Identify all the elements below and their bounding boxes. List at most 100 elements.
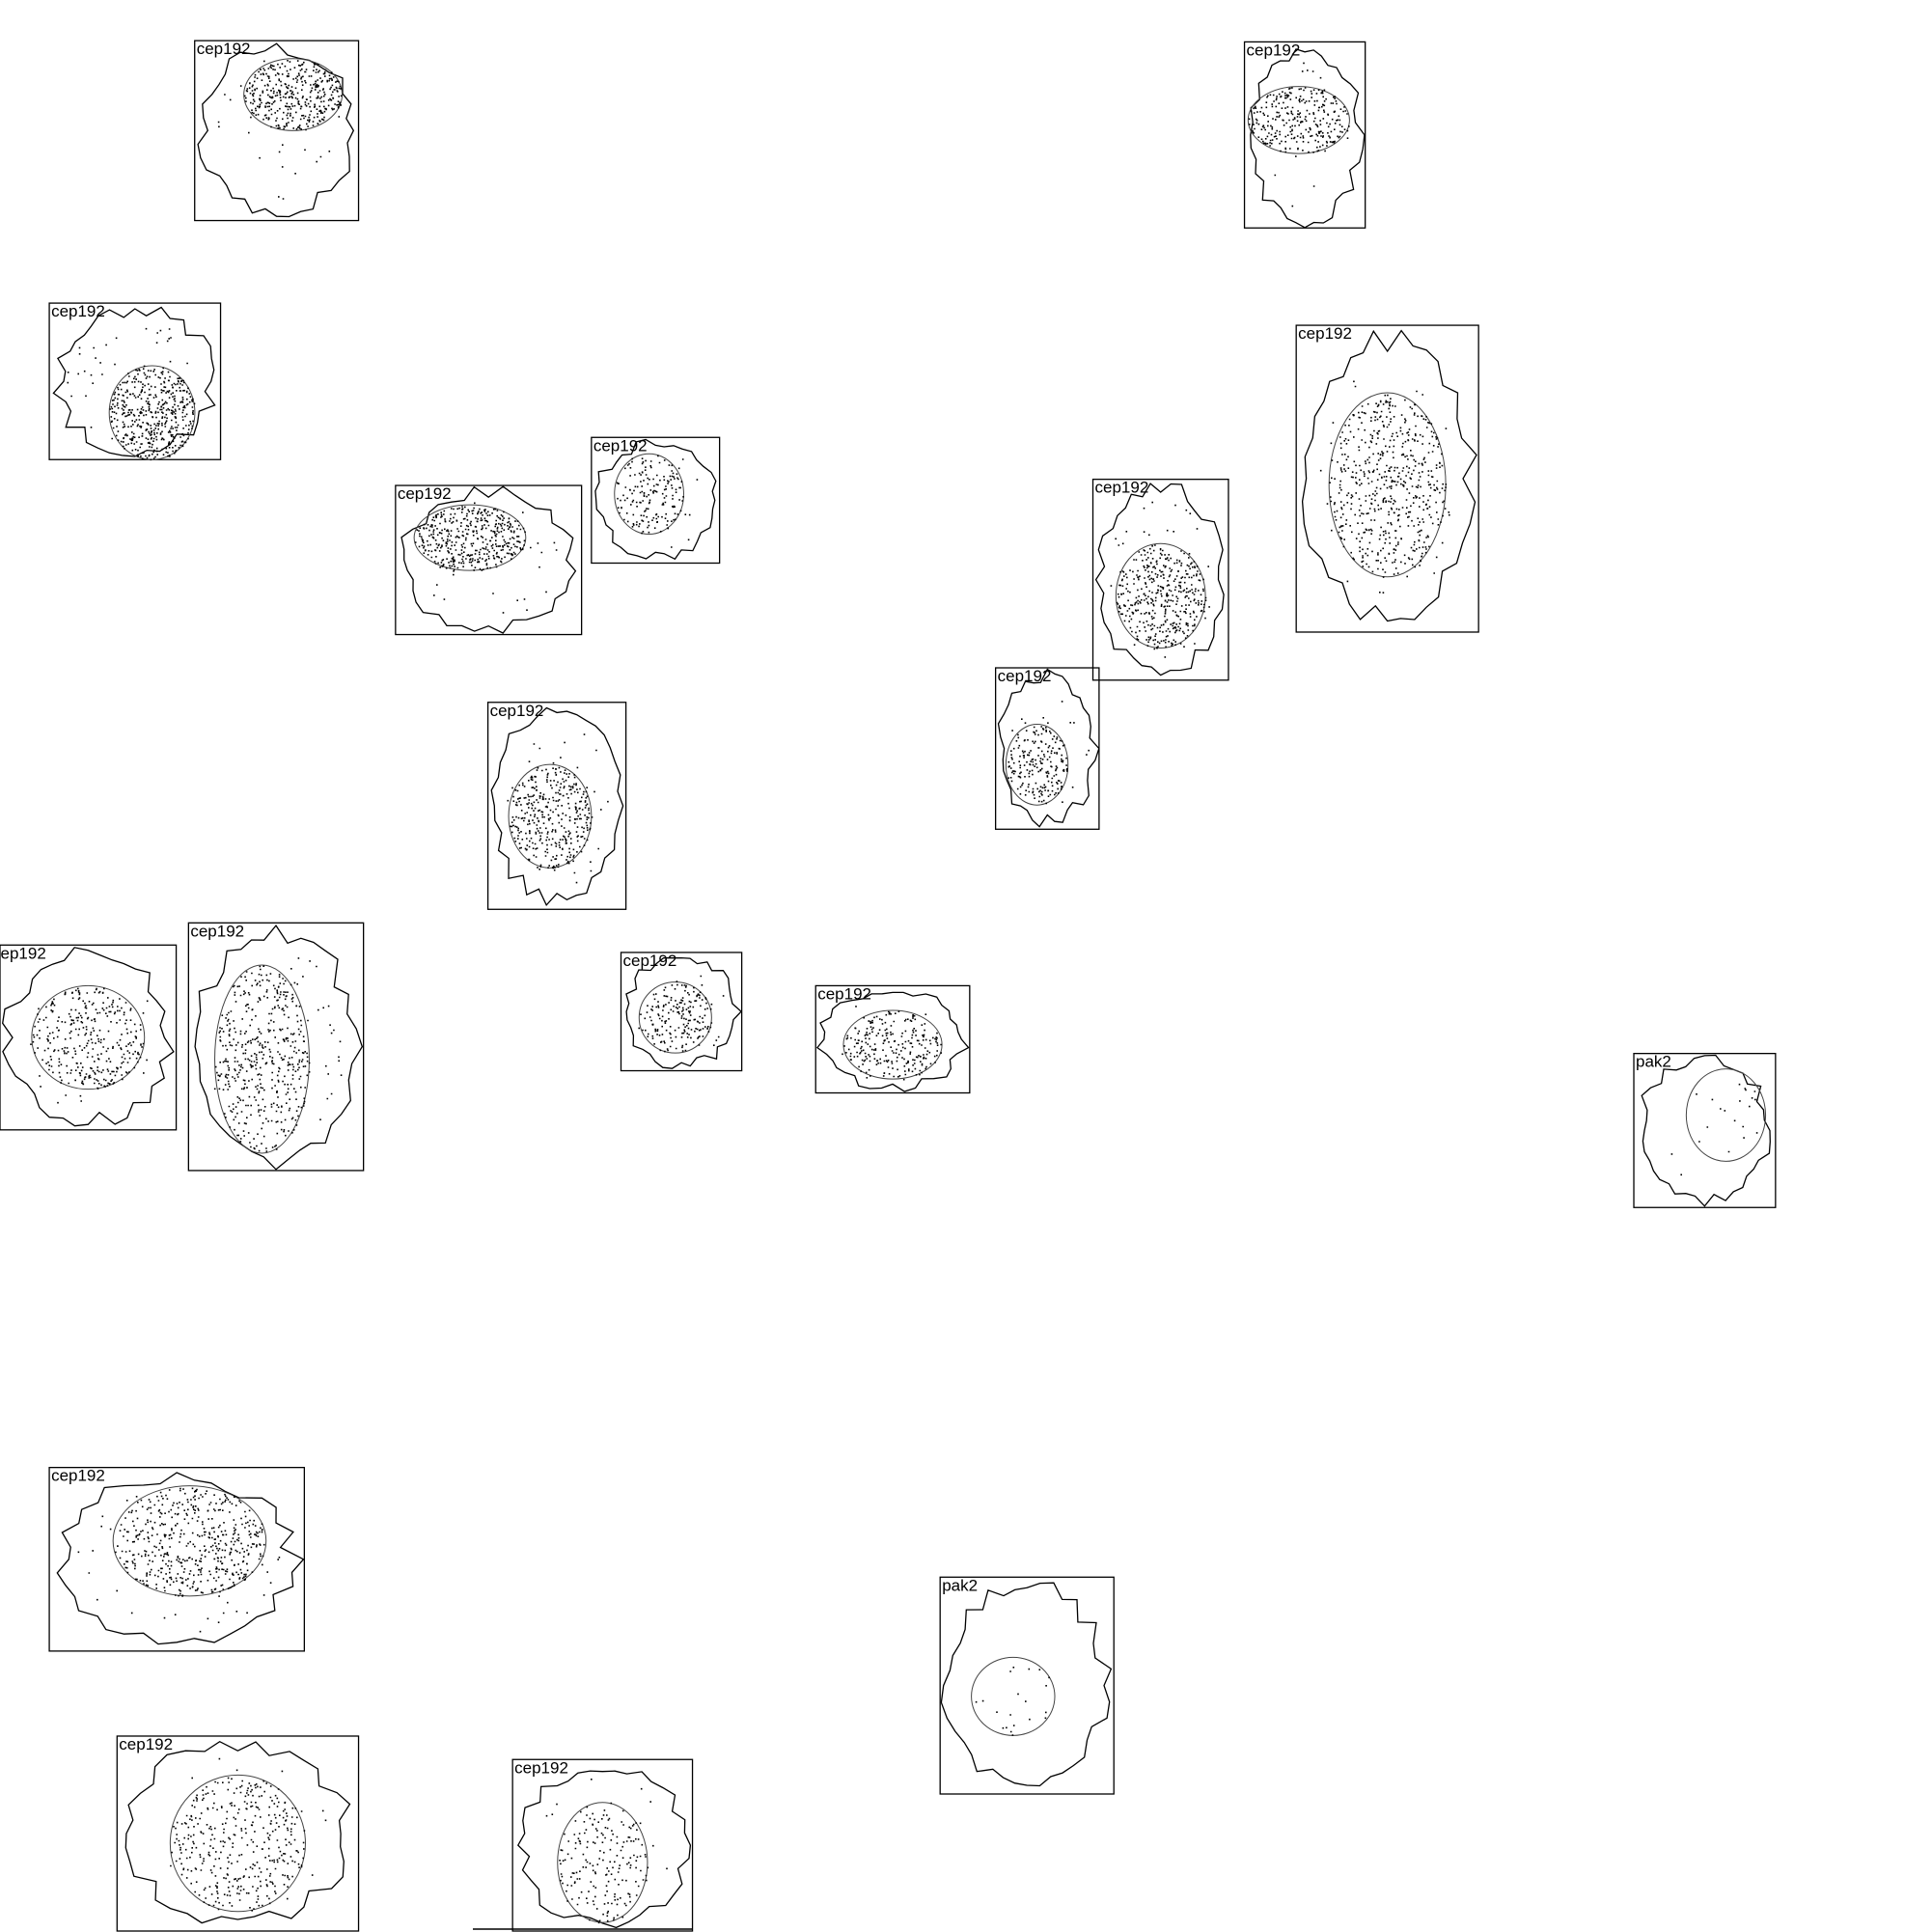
cell-outline: [1301, 329, 1477, 622]
nucleus-outline: [1115, 542, 1206, 649]
spots: [170, 1757, 327, 1912]
cell-panel: cep192: [187, 922, 365, 1172]
cell-outline: [1641, 1054, 1771, 1207]
nucleus-outline: [243, 58, 344, 131]
nucleus-outline: [638, 981, 712, 1054]
panel-box: [1295, 324, 1479, 633]
nucleus-outline: [614, 453, 684, 536]
cell-panel: pak2: [1633, 1053, 1777, 1208]
cell-outline: [194, 925, 364, 1171]
cell-panel: cep192: [620, 952, 743, 1072]
cell-panel: cep192: [395, 484, 583, 636]
spots: [1110, 501, 1210, 658]
panel-box: [194, 40, 360, 222]
nucleus-outline: [508, 763, 593, 869]
nucleus-outline: [557, 1802, 649, 1923]
cell-panel: cep192: [591, 436, 721, 565]
spots: [414, 502, 558, 614]
spots: [77, 1487, 281, 1633]
panel-label: cep192: [998, 667, 1052, 685]
cell-outline: [625, 956, 742, 1069]
panel-box: [591, 436, 721, 565]
panel-box: [1091, 479, 1229, 681]
panel-box: [0, 944, 178, 1131]
panel-box: [511, 1758, 694, 1932]
spots: [1007, 701, 1090, 805]
panel-box: [187, 922, 365, 1172]
cell-outline: [1250, 48, 1366, 229]
cell-outline: [124, 1740, 351, 1924]
cell-panel: pak2: [939, 1576, 1115, 1795]
cell-outline: [490, 706, 624, 907]
nucleus-outline: [112, 1485, 267, 1597]
cell-panel: cep192: [0, 944, 178, 1131]
cell-outline: [400, 485, 577, 634]
cell-outline: [997, 668, 1100, 828]
spots: [975, 1667, 1050, 1736]
panel-label: pak2: [942, 1576, 978, 1594]
panel-label: cep192: [817, 984, 871, 1003]
nucleus-outline: [169, 1774, 306, 1913]
panel-label: cep192: [1247, 41, 1301, 59]
cell-outline: [594, 438, 717, 561]
cell-outline: [197, 42, 355, 218]
nucleus-outline: [1685, 1068, 1767, 1162]
cell-panel: cep192: [814, 984, 971, 1094]
cell-panel: cep192: [194, 40, 360, 222]
spots: [616, 455, 699, 548]
spots: [1670, 1083, 1758, 1176]
cell-outline: [940, 1582, 1113, 1787]
cell-outline: [56, 1472, 305, 1645]
panel-label: cep192: [119, 1735, 173, 1753]
panel-label: cep192: [51, 302, 105, 320]
cell-panel: cep192: [486, 702, 627, 910]
panel-label: cep192: [490, 702, 544, 720]
spots: [67, 327, 196, 461]
cell-outline: [2, 947, 175, 1127]
cell-panel: cep192: [48, 302, 222, 461]
nucleus-outline: [971, 1656, 1056, 1736]
panel-label: cep192: [51, 1467, 105, 1485]
nucleus-outline: [1328, 392, 1447, 578]
panel-box: [48, 302, 222, 460]
panel-label: cep192: [514, 1758, 568, 1777]
nucleus-outline: [31, 984, 146, 1090]
nucleus-outline: [1005, 724, 1069, 806]
cell-panel: cep192: [48, 1467, 306, 1652]
panel-label: cep192: [190, 922, 244, 940]
cell-panel: cep192: [1295, 324, 1479, 633]
panel-box: [1633, 1053, 1777, 1208]
panel-label: cep192: [197, 40, 251, 58]
panel-label: cep192: [623, 952, 677, 970]
cell-panel: cep192: [1243, 41, 1366, 229]
panel-box: [486, 702, 627, 910]
nucleus-outline: [842, 1009, 943, 1080]
cell-outline: [815, 991, 970, 1092]
cell-panel: cep192: [1091, 479, 1229, 681]
cell-panel: cep192: [994, 667, 1100, 830]
cell-panel: cep192: [511, 1758, 694, 1932]
panel-label: cep192: [0, 944, 46, 962]
panel-box: [814, 984, 971, 1094]
spots: [1319, 380, 1450, 593]
spots: [213, 957, 343, 1152]
cell-outline: [516, 1770, 692, 1929]
spots: [545, 1779, 668, 1924]
nucleus-outline: [108, 365, 196, 460]
panel-label: cep192: [593, 436, 648, 455]
panel-box: [939, 1576, 1115, 1795]
panel-box: [116, 1735, 360, 1932]
panel-label: cep192: [1298, 324, 1352, 343]
panel-box: [395, 484, 583, 636]
nucleus-outline: [1247, 86, 1350, 154]
spots: [30, 987, 149, 1104]
panel-label: cep192: [398, 484, 452, 503]
cell-outline: [1094, 483, 1225, 676]
panel-label: cep192: [1095, 479, 1149, 497]
panel-label: pak2: [1636, 1053, 1671, 1071]
cell-outline: [52, 306, 216, 457]
nucleus-outline: [214, 964, 310, 1154]
spots: [507, 733, 609, 884]
